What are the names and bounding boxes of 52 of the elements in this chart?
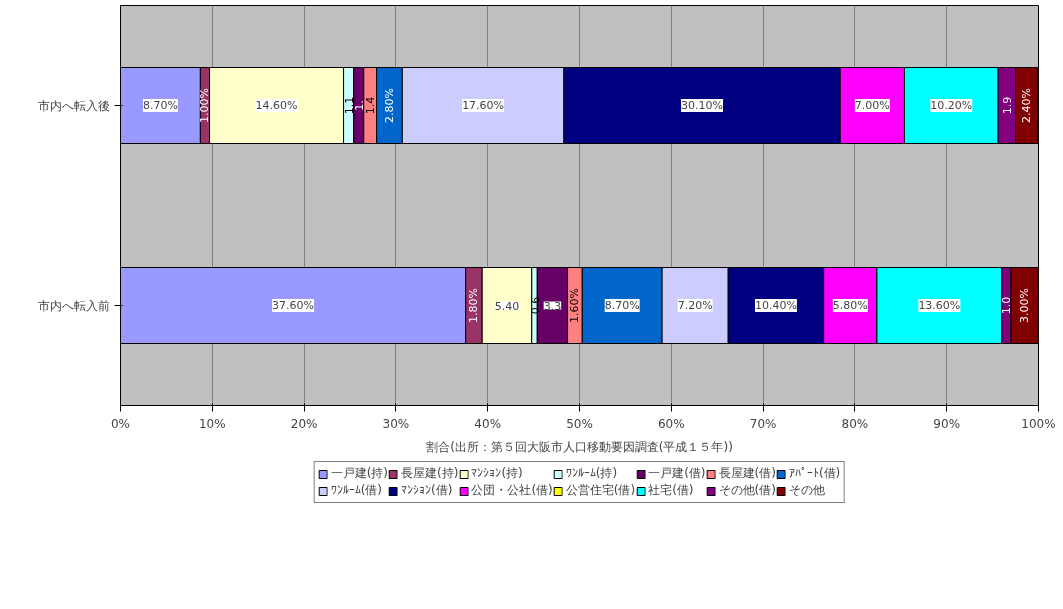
y-tick-label: 市内へ転入後 bbox=[37, 98, 110, 113]
data-label: 1.4 bbox=[364, 96, 378, 115]
data-label: 8.70% bbox=[142, 99, 178, 112]
data-label: 1.80% bbox=[467, 288, 481, 323]
legend-label: ﾜﾝﾙｰﾑ(持) bbox=[565, 465, 618, 482]
legend-label: その他(借) bbox=[718, 482, 776, 499]
data-label: 0.6 bbox=[528, 296, 542, 315]
legend-label: ﾏﾝｼｮﾝ(持) bbox=[471, 465, 523, 482]
data-label: 7.00% bbox=[854, 99, 890, 112]
x-tick-label: 100% bbox=[1021, 416, 1056, 431]
x-tick-label: 80% bbox=[841, 416, 869, 431]
x-tick-label: 0% bbox=[110, 416, 131, 431]
data-label: 3.3 bbox=[543, 299, 562, 313]
data-label: 5.40 bbox=[494, 299, 520, 313]
x-tick-label: 40% bbox=[474, 416, 502, 431]
legend-label: 公団・公社(借) bbox=[471, 482, 553, 499]
data-label: 10.40% bbox=[754, 299, 797, 312]
legend-label: 長屋建(借) bbox=[718, 465, 776, 482]
data-label: 2.80% bbox=[382, 88, 396, 123]
data-label: 7.20% bbox=[677, 299, 713, 312]
data-label: 1.00% bbox=[198, 88, 212, 123]
data-label: 13.60% bbox=[918, 299, 961, 312]
legend-label: ﾜﾝﾙｰﾑ(借) bbox=[330, 482, 383, 499]
y-tick-label: 市内へ転入前 bbox=[37, 298, 110, 313]
legend-label: その他 bbox=[788, 482, 825, 499]
data-label: 17.60% bbox=[462, 99, 505, 112]
data-label: 2.40% bbox=[1020, 88, 1034, 123]
x-tick-label: 30% bbox=[382, 416, 410, 431]
data-label: 30.10% bbox=[681, 99, 724, 112]
data-label: 10.20% bbox=[930, 99, 973, 112]
x-axis-title: 割合(出所：第５回大阪市人口移動要因調査(平成１５年)) bbox=[426, 439, 733, 454]
legend-label: 長屋建(持) bbox=[401, 465, 459, 482]
data-label: 8.70% bbox=[604, 299, 640, 312]
x-tick-label: 60% bbox=[657, 416, 685, 431]
legend-label: 社宅(借) bbox=[648, 482, 694, 499]
data-label: 5.80% bbox=[832, 299, 868, 312]
data-label: 1.9 bbox=[1000, 96, 1014, 115]
legend-label: 一戸建(持) bbox=[330, 465, 389, 482]
x-tick-label: 20% bbox=[290, 416, 318, 431]
legend-label: 一戸建(借) bbox=[648, 465, 706, 482]
x-tick-label: 10% bbox=[198, 416, 226, 431]
data-label: 14.60% bbox=[255, 99, 298, 112]
data-label: 3.00% bbox=[1018, 288, 1032, 323]
data-label: 1.60% bbox=[568, 288, 582, 323]
x-tick-label: 90% bbox=[933, 416, 961, 431]
data-label: 1.0 bbox=[1000, 296, 1014, 315]
legend-label: ﾏﾝｼｮﾝ(借) bbox=[401, 482, 453, 499]
x-tick-label: 50% bbox=[566, 416, 593, 431]
legend-label: ｱﾊﾟｰﾄ(借) bbox=[788, 465, 841, 482]
legend-label: 公営住宅(借) bbox=[565, 482, 636, 499]
data-label: 37.60% bbox=[272, 299, 315, 312]
x-tick-label: 70% bbox=[749, 416, 777, 431]
